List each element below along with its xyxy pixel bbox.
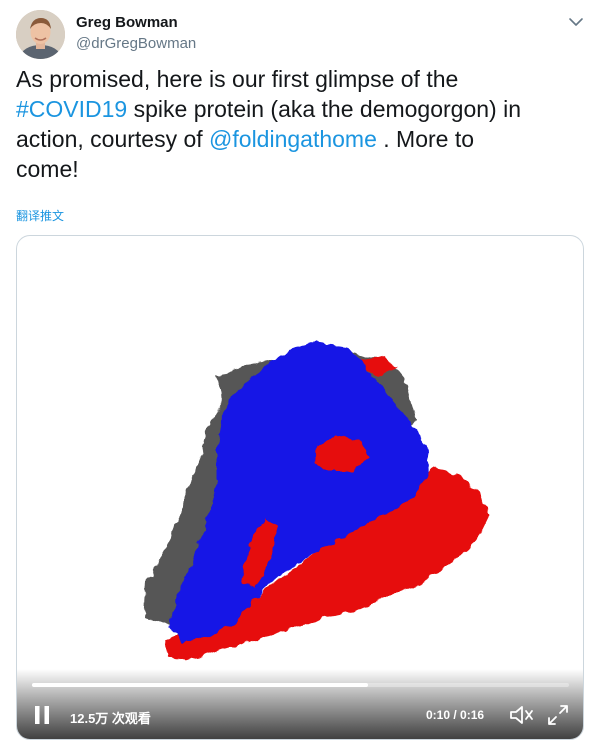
video-frame[interactable] [17, 236, 583, 739]
protein-red-top [357, 356, 397, 376]
avatar[interactable] [16, 10, 65, 59]
video-time: 0:10 / 0:16 [426, 708, 485, 722]
tweet-text-line2: spike protein (aka the demogorgon) in [127, 96, 522, 122]
view-count: 12.5万 次观看 [70, 711, 151, 726]
translate-tweet-link[interactable]: 翻译推文 [16, 209, 65, 223]
protein-render [145, 342, 489, 661]
avatar-image [16, 10, 65, 59]
video-player[interactable]: 12.5万 次观看 0:10 / 0:16 [16, 235, 584, 740]
author-handle[interactable]: @drGregBowman [76, 35, 197, 52]
tweet-text-line3-start: action, courtesy of [16, 126, 210, 152]
pause-icon[interactable] [31, 704, 53, 726]
progress-fill [32, 683, 368, 687]
fullscreen-icon[interactable] [546, 703, 570, 727]
video-controls: 12.5万 次观看 0:10 / 0:16 [17, 669, 583, 739]
protein-red-patch-2 [242, 518, 279, 588]
volume-icon[interactable] [508, 703, 534, 727]
tweet-text-line4: come! [16, 156, 79, 182]
tweet-text: As promised, here is our first glimpse o… [16, 64, 576, 184]
protein-red-patch-1 [315, 436, 369, 471]
mention-link[interactable]: @foldingathome [209, 126, 377, 152]
progress-bar[interactable] [32, 683, 569, 687]
hashtag-link[interactable]: #COVID19 [16, 96, 128, 122]
author-name[interactable]: Greg Bowman [76, 14, 178, 31]
protein-red-domain [165, 468, 489, 661]
chevron-down-icon[interactable] [566, 12, 586, 32]
tweet-text-line3-end: . More to [376, 126, 475, 152]
protein-blue-domain [169, 342, 429, 644]
tweet-text-line1: As promised, here is our first glimpse o… [16, 66, 459, 92]
